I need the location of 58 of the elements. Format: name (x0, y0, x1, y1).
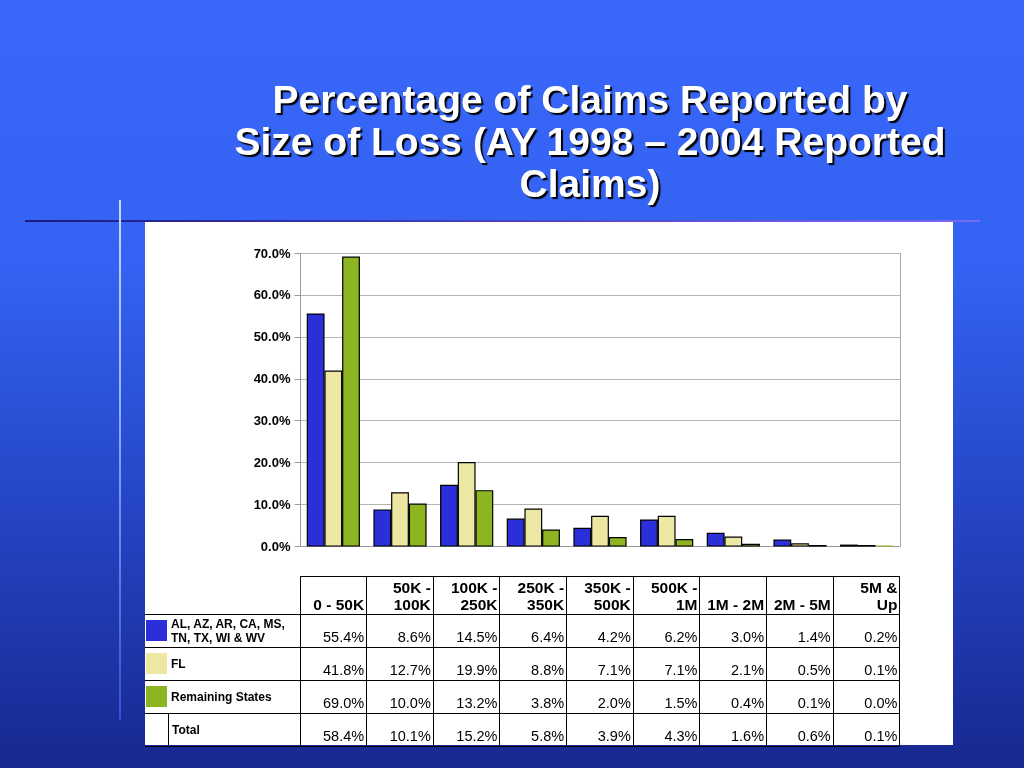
data-label: 3.0% (699, 614, 767, 648)
data-label: 6.4% (499, 614, 567, 648)
y-tick-label: 0.0% (260, 538, 291, 554)
text: 15.2% (433, 713, 500, 747)
text: 3.9% (566, 713, 634, 747)
chart-title: Percentage of Claims Reported by Size of Loss (AY 1998 – 2004 Reported Claims) (233, 78, 947, 205)
data-label: 0.0% (833, 680, 900, 714)
x-tick-label: 1M - 2M (699, 576, 767, 615)
text: 1.6% (699, 713, 767, 747)
data-label: 2.0% (566, 680, 634, 714)
data-label: 13.2% (433, 680, 500, 714)
data-label: 6.2% (633, 614, 700, 648)
data-label: 0.5% (766, 647, 834, 681)
data-label: 0.2% (833, 614, 900, 648)
y-tick-label: 70.0% (253, 245, 291, 261)
data-label: 14.5% (433, 614, 500, 648)
data-label: 0.1% (833, 647, 900, 681)
text: 5.8% (499, 713, 567, 747)
x-tick-label: 50K - 100K (366, 576, 434, 615)
x-tick-label: 2M - 5M (766, 576, 834, 615)
data-label: 10.0% (366, 680, 434, 714)
data-label: 8.8% (499, 647, 567, 681)
text: 0.1% (833, 713, 900, 747)
legend-label: AL, AZ, AR, CA, MS, TN, TX, WI & WV (170, 616, 286, 645)
text: 4.3% (633, 713, 700, 747)
y-tick-label: 60.0% (253, 287, 291, 303)
legend-label: Remaining States (170, 689, 272, 704)
data-label: 7.1% (566, 647, 634, 681)
y-tick-label: 50.0% (253, 329, 291, 345)
data-label: 1.4% (766, 614, 834, 648)
data-label: 55.4% (300, 614, 367, 648)
data-label: 7.1% (633, 647, 700, 681)
data-label: 0.1% (766, 680, 834, 714)
data-label: 2.1% (699, 647, 767, 681)
x-tick-label: 0 - 50K (300, 576, 367, 615)
y-tick-label: 10.0% (253, 496, 291, 512)
x-tick-label: 250K - 350K (499, 576, 567, 615)
x-tick-label: 100K - 250K (433, 576, 500, 615)
data-label: 4.2% (566, 614, 634, 648)
text: 10.1% (366, 713, 434, 747)
data-label: 19.9% (433, 647, 500, 681)
text: Total (168, 714, 200, 745)
data-label: 69.0% (300, 680, 367, 714)
x-tick-label: 5M & Up (833, 576, 900, 615)
y-tick-label: 30.0% (253, 412, 291, 428)
data-label: 3.8% (499, 680, 567, 714)
y-tick-label: 20.0% (253, 454, 291, 470)
x-tick-label: 350K - 500K (566, 576, 634, 615)
data-label: 8.6% (366, 614, 434, 648)
x-tick-label: 500K - 1M (633, 576, 700, 615)
text: 58.4% (300, 713, 367, 747)
data-label: 1.5% (633, 680, 700, 714)
data-label: 0.4% (699, 680, 767, 714)
text: 0.6% (766, 713, 834, 747)
data-label: 41.8% (300, 647, 367, 681)
data-label: 12.7% (366, 647, 434, 681)
legend-label: FL (170, 656, 186, 671)
y-tick-label: 40.0% (253, 371, 291, 387)
